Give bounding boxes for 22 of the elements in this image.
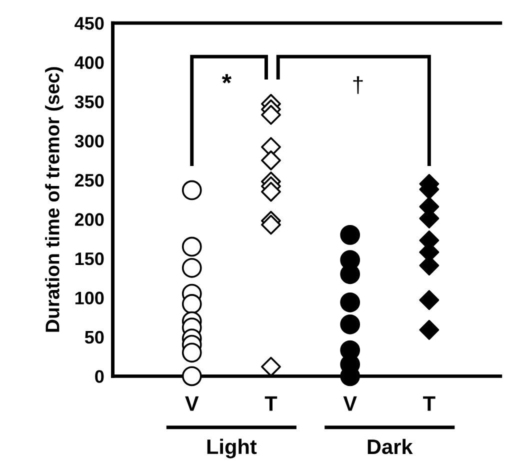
x-tick-label: T bbox=[264, 396, 278, 411]
text: Light bbox=[207, 438, 257, 458]
y-tick-label: 100 bbox=[75, 292, 104, 304]
y-tick-label: 350 bbox=[74, 95, 104, 108]
y-tick-label: 200 bbox=[74, 213, 104, 226]
annotation: † bbox=[353, 76, 363, 94]
y-tick-label: 250 bbox=[74, 174, 104, 187]
point bbox=[182, 366, 202, 386]
point bbox=[261, 214, 281, 235]
y-axis-title: Duration time of tremor (sec) bbox=[45, 67, 64, 332]
y-tick-label: 0 bbox=[95, 370, 104, 383]
text: Dark bbox=[368, 438, 413, 454]
x-tick-label: T bbox=[423, 396, 436, 411]
x-tick-label: V bbox=[185, 396, 199, 411]
point bbox=[182, 342, 202, 363]
y-tick-label: 400 bbox=[74, 56, 104, 70]
y-tick-label: 50 bbox=[84, 330, 104, 344]
y-tick-label: 150 bbox=[75, 252, 104, 266]
y-tick-label: 450 bbox=[74, 16, 104, 30]
x-tick-label: V bbox=[343, 396, 357, 411]
y-tick-label: 300 bbox=[74, 134, 104, 148]
annotation: * bbox=[222, 74, 232, 84]
